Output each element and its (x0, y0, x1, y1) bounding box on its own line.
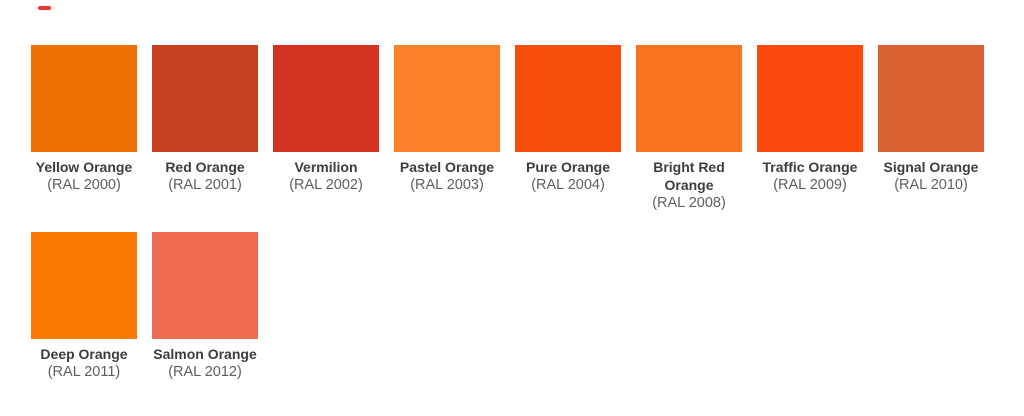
color-code: (RAL 2001) (168, 177, 242, 193)
color-swatch (273, 45, 379, 152)
color-swatch (757, 45, 863, 152)
color-code: (RAL 2011) (47, 364, 121, 380)
color-name: Traffic Orange (762, 159, 858, 175)
color-swatch (31, 232, 137, 339)
palette-row-1: Yellow Orange (RAL 2000) Red Orange (RAL… (31, 45, 984, 232)
swatch-cell: Deep Orange (RAL 2011) (31, 232, 137, 381)
color-name: Signal Orange (883, 159, 979, 175)
color-code: (RAL 2010) (894, 177, 968, 193)
palette-row-2: Deep Orange (RAL 2011) Salmon Orange (RA… (31, 232, 984, 381)
color-name: Bright Red Orange (653, 159, 725, 193)
color-code: (RAL 2012) (168, 364, 242, 380)
swatch-cell: Salmon Orange (RAL 2012) (152, 232, 258, 381)
color-name: Pure Orange (525, 159, 611, 175)
color-name: Salmon Orange (153, 346, 257, 362)
swatch-cell: Red Orange (RAL 2001) (152, 45, 258, 232)
red-dash-mark (38, 6, 51, 10)
color-code: (RAL 2003) (410, 177, 484, 193)
color-swatch (31, 45, 137, 152)
color-swatch (152, 45, 258, 152)
color-name: Yellow Orange (35, 159, 133, 175)
color-swatch (394, 45, 500, 152)
color-swatch (152, 232, 258, 339)
color-code: (RAL 2008) (652, 195, 726, 211)
color-swatch (636, 45, 742, 152)
color-code: (RAL 2004) (531, 177, 605, 193)
color-name: Pastel Orange (399, 159, 495, 175)
swatch-cell: Yellow Orange (RAL 2000) (31, 45, 137, 232)
swatch-cell: Pure Orange (RAL 2004) (515, 45, 621, 232)
swatch-cell: Bright Red Orange (RAL 2008) (636, 45, 742, 232)
color-name: Red Orange (165, 159, 245, 175)
color-name: Vermilion (294, 159, 358, 175)
swatch-cell: Pastel Orange (RAL 2003) (394, 45, 500, 232)
color-code: (RAL 2000) (47, 177, 121, 193)
color-code: (RAL 2002) (289, 177, 363, 193)
color-code: (RAL 2009) (773, 177, 847, 193)
color-swatch (878, 45, 984, 152)
ral-orange-palette: Yellow Orange (RAL 2000) Red Orange (RAL… (31, 45, 984, 381)
swatch-cell: Traffic Orange (RAL 2009) (757, 45, 863, 232)
swatch-cell: Vermilion (RAL 2002) (273, 45, 379, 232)
color-swatch (515, 45, 621, 152)
swatch-cell: Signal Orange (RAL 2010) (878, 45, 984, 232)
color-name: Deep Orange (40, 346, 128, 362)
